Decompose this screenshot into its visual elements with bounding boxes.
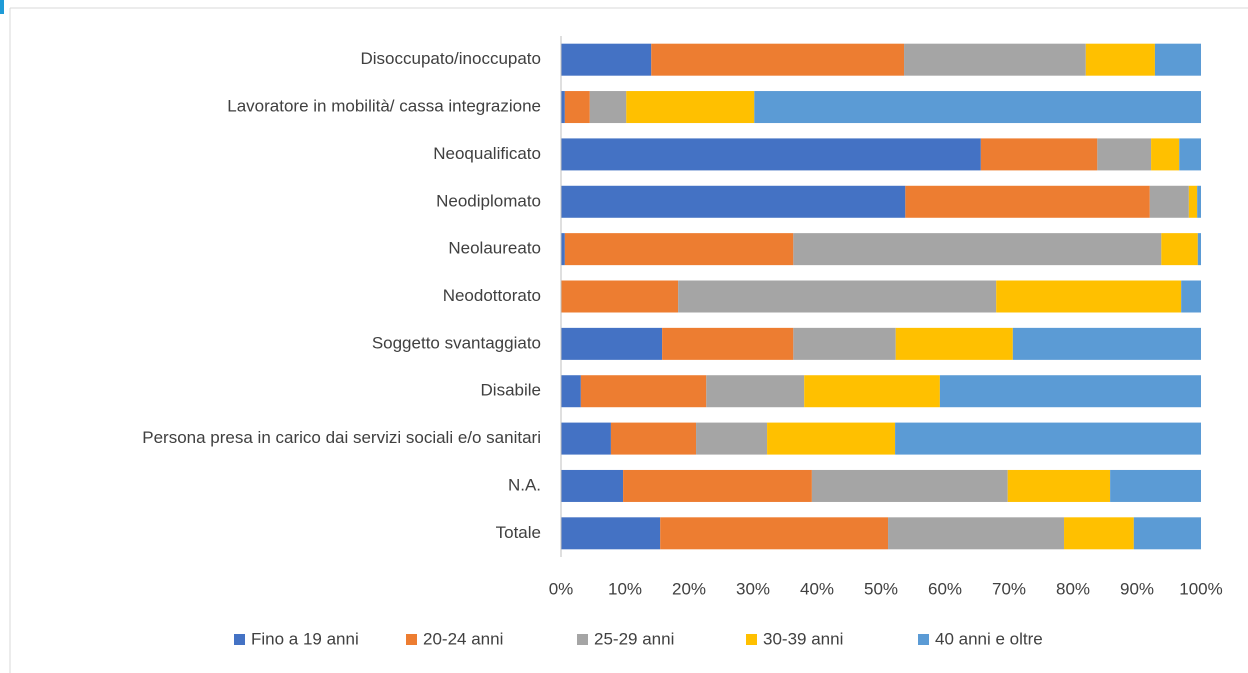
bar-segment (939, 375, 1201, 408)
x-tick-label: 20% (672, 579, 706, 598)
y-tick-label: Neodiplomato (436, 191, 541, 210)
bar-segment (895, 422, 1201, 455)
x-tick-label: 50% (864, 579, 898, 598)
y-tick-label: Neoqualificato (433, 144, 541, 163)
x-tick-label: 10% (608, 579, 642, 598)
y-tick-label: Soggetto svantaggiato (372, 333, 541, 352)
bar-segment (561, 185, 906, 218)
legend-swatch (234, 634, 245, 645)
y-tick-label: Persona presa in carico dai servizi soci… (142, 428, 541, 447)
legend-label: 30-39 anni (763, 629, 843, 648)
x-tick-label: 100% (1179, 579, 1222, 598)
bar-segment (623, 469, 812, 502)
legend-label: 20-24 anni (423, 629, 503, 648)
legend-label: Fino a 19 anni (251, 629, 359, 648)
bar-segment (980, 138, 1098, 171)
bar-segment (561, 138, 981, 171)
bar-segment (754, 91, 1201, 124)
bar-segment (1197, 233, 1201, 266)
y-tick-label: Lavoratore in mobilità/ cassa integrazio… (227, 97, 541, 116)
bar-segment (811, 469, 1008, 502)
bar-segment (561, 422, 611, 455)
y-tick-label: N.A. (508, 475, 541, 494)
bar-segment (706, 375, 805, 408)
bar-segment (561, 517, 661, 550)
legend-swatch (746, 634, 757, 645)
bar-segment (1188, 185, 1198, 218)
bar-segment (678, 280, 997, 313)
bar-segment (1154, 43, 1201, 76)
bar-segment (996, 280, 1182, 313)
bar-segment (610, 422, 697, 455)
bar-segment (1133, 517, 1201, 550)
bar-segment (1181, 280, 1201, 313)
bar-segment (767, 422, 896, 455)
legend-swatch (577, 634, 588, 645)
bar-segment (895, 327, 1013, 360)
bar-segment (1179, 138, 1201, 171)
legend-label: 40 anni e oltre (935, 629, 1043, 648)
bar-segment (561, 469, 624, 502)
bar-segment (580, 375, 707, 408)
bar-segment (561, 375, 581, 408)
y-tick-label: Disoccupato/inoccupato (360, 49, 541, 68)
y-tick-label: Totale (496, 523, 541, 542)
x-tick-label: 70% (992, 579, 1026, 598)
x-tick-label: 60% (928, 579, 962, 598)
bar-segment (793, 233, 1162, 266)
bar-segment (904, 43, 1086, 76)
legend-swatch (918, 634, 929, 645)
accent (0, 0, 4, 14)
bar-segment (1161, 233, 1198, 266)
x-tick-label: 80% (1056, 579, 1090, 598)
bar-segment (905, 185, 1150, 218)
bar-segment (660, 517, 889, 550)
bar-segment (1097, 138, 1152, 171)
bar-segment (561, 43, 652, 76)
x-tick-label: 40% (800, 579, 834, 598)
bar-segment (1151, 138, 1180, 171)
bar-segment (1012, 327, 1201, 360)
bar-segment (1197, 185, 1201, 218)
x-tick-label: 30% (736, 579, 770, 598)
bar-segment (888, 517, 1065, 550)
y-tick-label: Neolaureato (448, 239, 541, 258)
bar-segment (561, 327, 663, 360)
x-tick-label: 90% (1120, 579, 1154, 598)
bar-segment (589, 91, 627, 124)
legend-label: 25-29 anni (594, 629, 674, 648)
bar-segment (1110, 469, 1201, 502)
bar-segment (651, 43, 905, 76)
bar-segment (564, 233, 794, 266)
bar-segment (804, 375, 940, 408)
bar-segment (696, 422, 768, 455)
y-tick-label: Neodottorato (443, 286, 541, 305)
bar-segment (561, 91, 565, 124)
x-tick-label: 0% (549, 579, 574, 598)
bar-segment (1064, 517, 1134, 550)
y-tick-label: Disabile (481, 381, 541, 400)
bar-segment (1007, 469, 1111, 502)
bar-segment (564, 91, 590, 124)
bar-segment (561, 233, 565, 266)
bar-segment (793, 327, 896, 360)
bar-segment (626, 91, 755, 124)
bar-segment (662, 327, 794, 360)
bar-segment (1085, 43, 1155, 76)
legend-swatch (406, 634, 417, 645)
bar-segment (561, 280, 679, 313)
bar-segment (1149, 185, 1189, 218)
